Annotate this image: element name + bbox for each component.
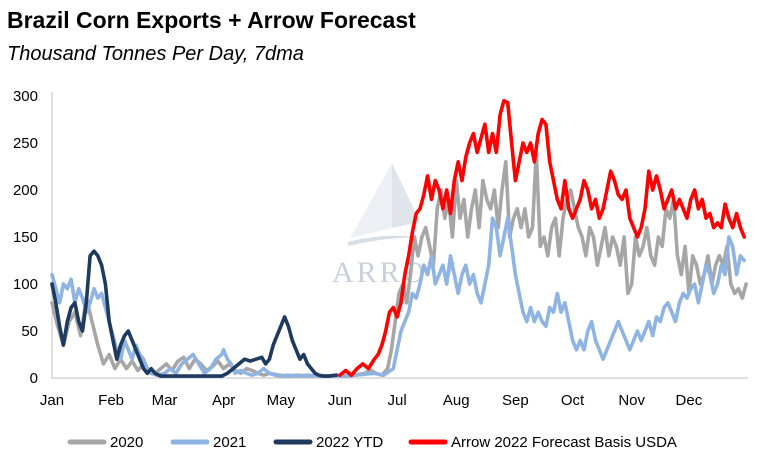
y-tick-label: 150	[13, 229, 38, 246]
sailboat-logo-icon	[348, 163, 425, 246]
x-tick-label: Dec	[676, 392, 703, 409]
x-tick-label: May	[267, 392, 296, 409]
series-line-4	[338, 98, 746, 377]
legend-label: 2022 YTD	[316, 434, 383, 451]
x-tick-label: Aug	[443, 392, 470, 409]
series-group	[50, 98, 748, 378]
y-tick-label: 0	[30, 370, 38, 387]
y-tick-label: 100	[13, 276, 38, 293]
series-line-2	[50, 216, 746, 378]
x-tick-label: Jul	[388, 392, 407, 409]
x-tick-label: Nov	[618, 392, 645, 409]
x-tick-label: Feb	[98, 392, 124, 409]
legend-label: Arrow 2022 Forecast Basis USDA	[451, 434, 677, 451]
axes: 0 50 100 150 200 250 300 Jan Feb Mar Apr May Jun Jul A…	[13, 88, 748, 409]
legend-label: 2021	[213, 434, 246, 451]
x-tick-label: Jan	[40, 392, 64, 409]
legend-label: 2020	[110, 434, 143, 451]
chart-subtitle: Thousand Tonnes Per Day, 7dma	[7, 43, 304, 65]
legend: 2020 2021 2022 YTD Arrow 2022 Forecast Basi…	[67, 434, 677, 451]
x-tick-label: Jun	[328, 392, 352, 409]
x-tick-label: Apr	[212, 392, 235, 409]
x-tick-label: Sep	[502, 392, 529, 409]
series-line-3	[50, 249, 338, 378]
chart-title: Brazil Corn Exports + Arrow Forecast	[7, 7, 416, 33]
series-line-1	[50, 150, 748, 378]
x-tick-label: Mar	[152, 392, 178, 409]
y-tick-label: 300	[13, 88, 38, 105]
y-tick-label: 250	[13, 135, 38, 152]
y-tick-label: 50	[21, 323, 38, 340]
y-tick-label: 200	[13, 182, 38, 199]
x-tick-label: Oct	[561, 392, 585, 409]
